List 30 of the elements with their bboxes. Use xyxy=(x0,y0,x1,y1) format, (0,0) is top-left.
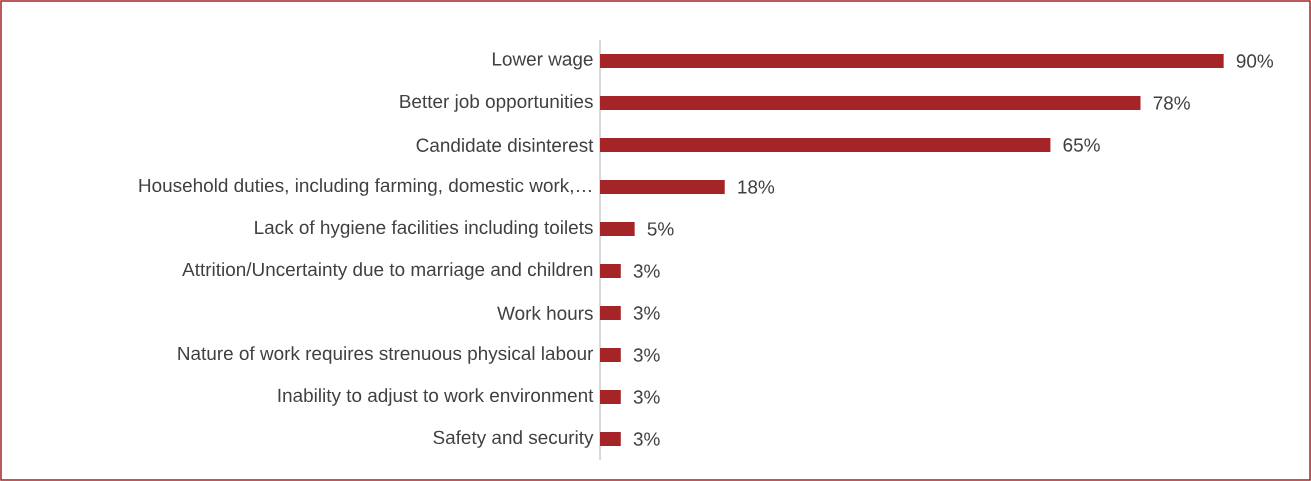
data-label: 5% xyxy=(647,222,674,236)
bar xyxy=(600,348,621,362)
bar xyxy=(600,306,621,320)
y-tick-label: Better job opportunities xyxy=(400,94,593,112)
data-label: 3% xyxy=(633,306,660,320)
bar xyxy=(600,96,1141,110)
y-tick-label: Attrition/Uncertainty due to marriage and children xyxy=(182,262,593,280)
data-label: 65% xyxy=(1063,138,1100,152)
y-tick-label: Lower wage xyxy=(492,52,593,70)
y-tick-label: Work hours xyxy=(497,306,593,320)
bar xyxy=(600,138,1051,152)
y-tick-label: Lack of hygiene facilities including toilets xyxy=(255,220,593,238)
data-label: 3% xyxy=(633,390,660,404)
bar xyxy=(600,264,621,278)
data-label: 3% xyxy=(633,348,660,362)
data-label: 3% xyxy=(633,432,660,446)
data-label: 78% xyxy=(1153,96,1190,110)
y-tick-label: Household duties, including farming, domestic work,… xyxy=(139,178,591,196)
y-tick-label: Candidate disinterest xyxy=(416,138,594,152)
bar xyxy=(600,222,635,236)
y-tick-label: Safety and security xyxy=(433,430,594,448)
data-label: 18% xyxy=(738,180,775,194)
y-tick-label: Nature of work requires strenuous physical labour xyxy=(178,346,594,364)
bar xyxy=(600,54,1224,68)
bar xyxy=(600,180,725,194)
bar xyxy=(600,390,621,404)
data-label: 3% xyxy=(633,264,660,278)
data-label: 90% xyxy=(1236,54,1274,68)
bar xyxy=(600,432,621,446)
y-tick-label: Inability to adjust to work environment xyxy=(278,388,594,406)
